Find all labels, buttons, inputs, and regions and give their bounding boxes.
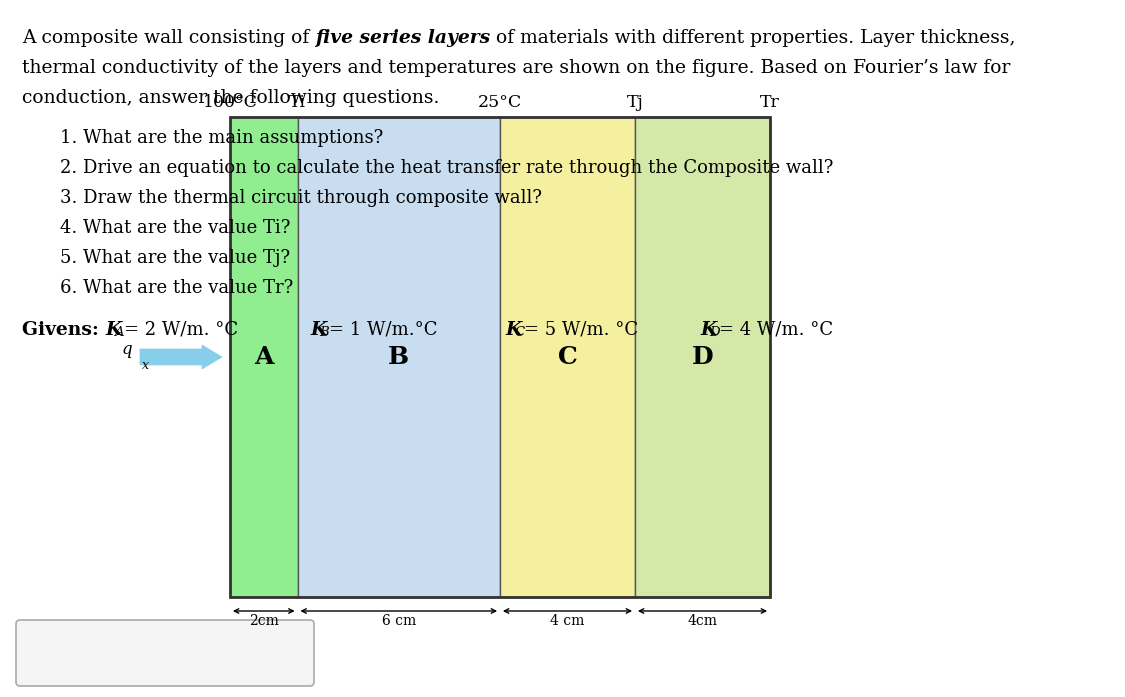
Text: Tj: Tj — [627, 94, 644, 111]
Text: Ti: Ti — [289, 94, 306, 111]
Text: conduction, answer the following questions.: conduction, answer the following questio… — [22, 89, 440, 107]
Text: 3. Draw the thermal circuit through composite wall?: 3. Draw the thermal circuit through comp… — [60, 189, 542, 207]
Text: K: K — [505, 321, 521, 339]
Text: A composite wall consisting of: A composite wall consisting of — [22, 29, 315, 47]
Bar — [500, 117, 634, 597]
Text: 2. Drive an equation to calculate the heat transfer rate through the Composite w: 2. Drive an equation to calculate the he… — [60, 159, 834, 177]
Text: C: C — [514, 326, 524, 339]
Bar — [229, 117, 297, 597]
Text: B: B — [388, 345, 409, 369]
Text: 1. What are the main assumptions?: 1. What are the main assumptions? — [60, 129, 384, 147]
FancyBboxPatch shape — [16, 620, 314, 686]
Text: B: B — [319, 326, 328, 339]
Text: Givens:: Givens: — [22, 321, 106, 339]
Text: of materials with different properties. Layer thickness,: of materials with different properties. … — [490, 29, 1016, 47]
Text: = 2 W/m. °C: = 2 W/m. °C — [124, 321, 238, 339]
Bar — [297, 117, 500, 597]
Text: K: K — [105, 321, 122, 339]
Text: 2cm: 2cm — [249, 614, 279, 628]
Text: thermal conductivity of the layers and temperatures are shown on the figure. Bas: thermal conductivity of the layers and t… — [22, 59, 1010, 77]
Text: 6. What are the value Tr?: 6. What are the value Tr? — [60, 279, 294, 297]
Text: q: q — [122, 341, 132, 358]
Text: 4 cm: 4 cm — [550, 614, 585, 628]
FancyArrow shape — [140, 345, 222, 369]
Text: 100°C: 100°C — [202, 94, 258, 111]
Text: 6 cm: 6 cm — [381, 614, 416, 628]
Text: 4. What are the value Ti?: 4. What are the value Ti? — [60, 219, 290, 237]
Bar — [229, 117, 770, 597]
Bar — [634, 117, 770, 597]
Text: D: D — [709, 326, 720, 339]
Text: five series layers: five series layers — [315, 29, 490, 47]
Text: A: A — [114, 326, 124, 339]
Text: A: A — [254, 345, 273, 369]
Text: D: D — [692, 345, 713, 369]
Text: = 4 W/m. °C: = 4 W/m. °C — [719, 321, 834, 339]
Text: 4cm: 4cm — [687, 614, 718, 628]
Text: K: K — [700, 321, 717, 339]
Text: Tr: Tr — [760, 94, 780, 111]
Text: 25°C: 25°C — [478, 94, 522, 111]
Text: 5. What are the value Tj?: 5. What are the value Tj? — [60, 249, 290, 267]
Text: = 1 W/m.°C: = 1 W/m.°C — [328, 321, 438, 339]
Text: K: K — [310, 321, 326, 339]
Text: = 5 W/m. °C: = 5 W/m. °C — [524, 321, 638, 339]
Text: C: C — [558, 345, 577, 369]
Text: x: x — [142, 359, 148, 372]
